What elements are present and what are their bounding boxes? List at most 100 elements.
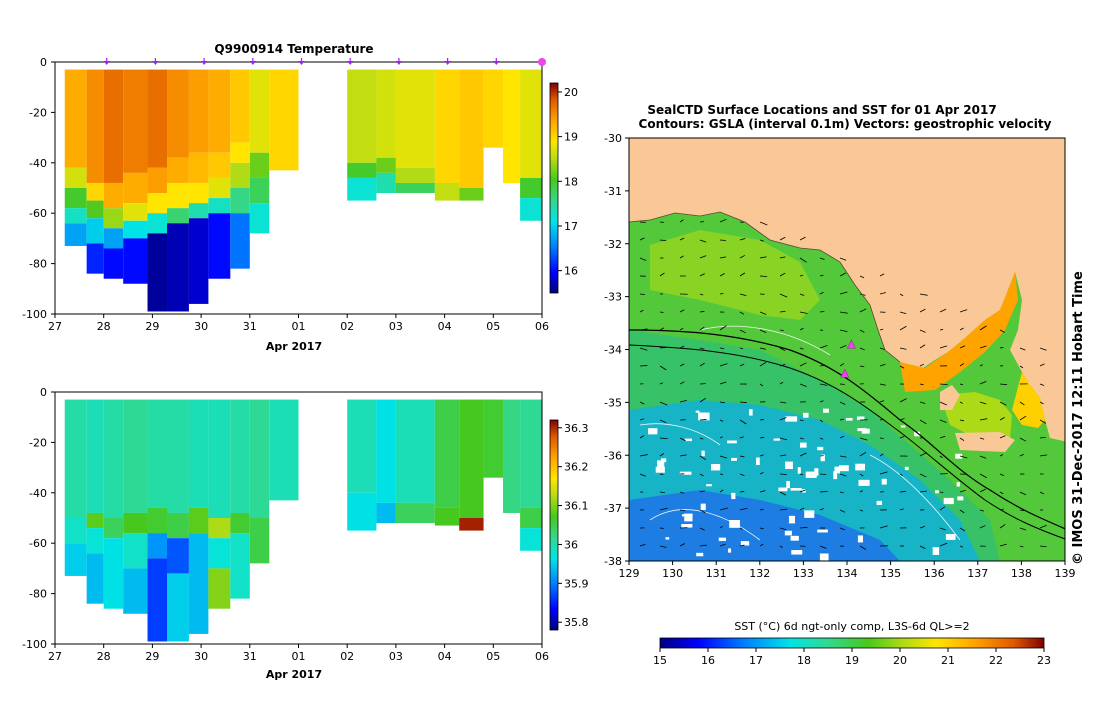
section-cell (459, 518, 483, 531)
section-cell (376, 400, 395, 503)
velocity-vector (720, 240, 726, 241)
section-cell (104, 228, 123, 248)
colorbar-tick-label: 19 (564, 131, 578, 144)
x-tick-label: 02 (340, 320, 354, 333)
section-cell (87, 218, 104, 243)
section-cell (123, 533, 147, 568)
cloud-gap (857, 416, 864, 419)
section-cell (435, 183, 459, 201)
lon-tick-label: 134 (837, 567, 858, 580)
section-cell (347, 178, 376, 201)
section-cell (520, 198, 542, 221)
section-cell (459, 400, 483, 518)
cloud-gap (696, 411, 700, 413)
section-cell (104, 183, 123, 208)
section-cell (65, 400, 87, 518)
x-tick-label: 27 (48, 650, 62, 663)
x-tick-label: 28 (97, 650, 111, 663)
cloud-gap (823, 409, 829, 413)
section-cell (250, 153, 269, 178)
profile-marker-head (445, 61, 451, 65)
section-cell (269, 400, 298, 501)
section-cell (396, 400, 435, 503)
section-cell (65, 223, 87, 246)
section-cell (148, 213, 167, 233)
section-cell (208, 568, 230, 608)
cloud-gap (774, 438, 781, 440)
velocity-vector (700, 419, 706, 420)
x-tick-label: 01 (292, 650, 306, 663)
colorbar-tick-label: 36.2 (564, 461, 589, 474)
x-tick-label: 05 (486, 320, 500, 333)
y-tick-label: -80 (29, 588, 47, 601)
lon-tick-label: 139 (1055, 567, 1076, 580)
cloud-gap (791, 488, 802, 491)
imos-credit: © IMOS 31-Dec-2017 12:11 Hobart Time (1071, 271, 1086, 565)
cloud-gap (791, 550, 802, 554)
section-cell (503, 400, 520, 513)
cloud-gap (785, 462, 793, 469)
x-tick-label: 30 (194, 320, 208, 333)
velocity-vector (940, 329, 943, 330)
y-tick-label: -100 (22, 638, 47, 651)
map-latitude-ticks: -30-31-32-33-34-35-36-37-38 (604, 132, 629, 568)
cloud-gap (791, 536, 799, 541)
section-cell (148, 168, 167, 193)
section-cell (148, 508, 167, 533)
cloud-gap (803, 413, 809, 418)
section-cell (123, 70, 147, 173)
x-tick-label: 29 (145, 320, 159, 333)
section-cell (230, 188, 249, 213)
section-cell (250, 400, 269, 518)
section-cell (189, 218, 208, 304)
section-cell (167, 538, 189, 573)
section-cell (376, 173, 395, 193)
section-cell (376, 158, 395, 173)
cloud-gap (698, 413, 709, 421)
section-cell (148, 70, 167, 168)
section-cell (230, 213, 249, 268)
section-cell (435, 70, 459, 183)
cloud-gap (785, 531, 792, 536)
sst-colorbar-tick-label: 19 (845, 654, 859, 667)
section-cell (208, 538, 230, 568)
section-cell (104, 400, 123, 518)
section-cell (189, 400, 208, 508)
cloud-gap (857, 428, 866, 431)
cloud-gap (935, 490, 939, 493)
y-tick-label: -20 (29, 106, 47, 119)
section-cell (167, 573, 189, 641)
section-cell (520, 178, 542, 198)
section-cell (87, 553, 104, 603)
x-tick-label: 30 (194, 650, 208, 663)
section-cell (123, 173, 147, 203)
y-tick-label: 0 (40, 386, 47, 399)
section-cell (396, 183, 435, 193)
section-cell (230, 70, 249, 143)
section-cell (347, 70, 376, 163)
section-cell (148, 193, 167, 213)
lon-tick-label: 130 (662, 567, 683, 580)
colorbar-tick-label: 35.8 (564, 616, 589, 629)
section-cell (208, 400, 230, 518)
section-cell (250, 518, 269, 563)
colorbar-tick-label: 36.1 (564, 500, 589, 513)
cloud-gap (778, 488, 787, 492)
profile-marker-head (250, 61, 256, 65)
cloud-gap (877, 501, 882, 505)
cloud-gap (798, 467, 801, 474)
section-cell (167, 400, 189, 513)
lon-tick-label: 136 (924, 567, 945, 580)
sst-colorbar-tick-label: 22 (989, 654, 1003, 667)
section-cell (396, 503, 435, 523)
section-cell (104, 518, 123, 538)
cloud-gap (665, 537, 669, 539)
cloud-gap (684, 514, 692, 522)
colorbar-tick-label: 36 (564, 538, 578, 551)
section-cell (148, 533, 167, 558)
section-cell (167, 183, 189, 208)
colorbar-tick-label: 36.3 (564, 422, 589, 435)
velocity-vector (660, 312, 663, 313)
